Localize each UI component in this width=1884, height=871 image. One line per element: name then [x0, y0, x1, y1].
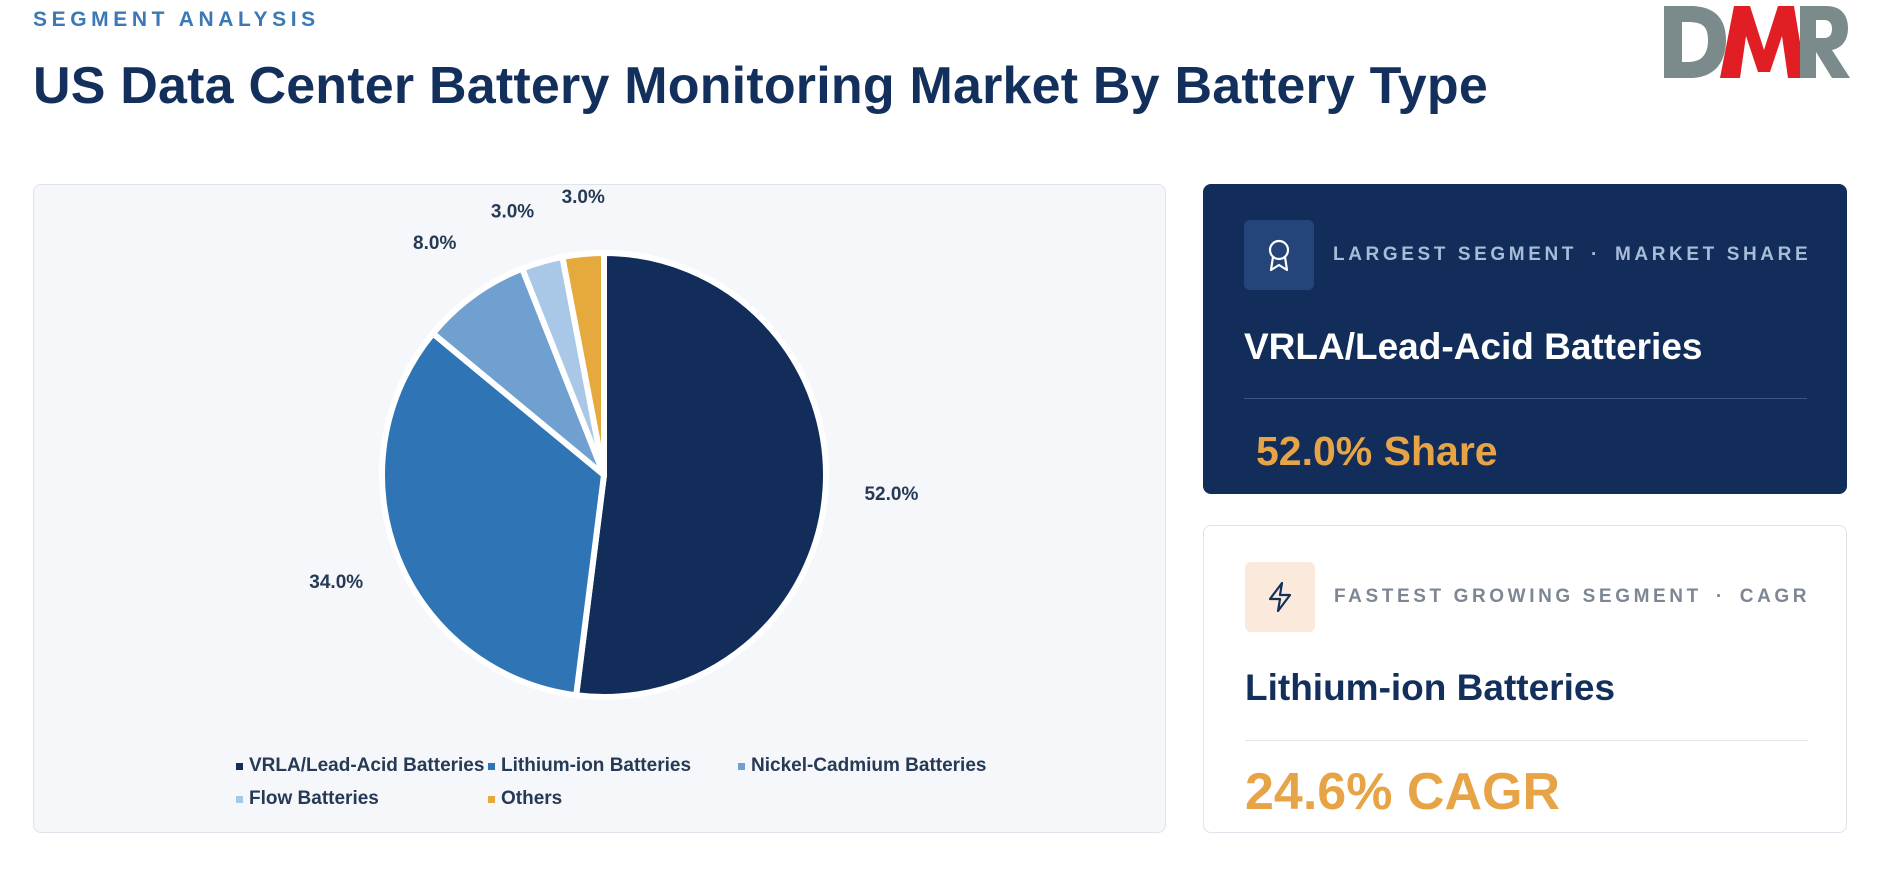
- legend-item-0: VRLA/Lead-Acid Batteries: [236, 755, 488, 777]
- pie-data-label-2: 8.0%: [413, 233, 456, 254]
- pie-data-label-3: 3.0%: [491, 201, 534, 222]
- lightning-icon-box: [1245, 562, 1315, 632]
- logo-letter-m: [1720, 6, 1806, 78]
- legend-label-1: Lithium-ion Batteries: [501, 755, 692, 776]
- legend-item-1: Lithium-ion Batteries: [488, 755, 738, 777]
- largest-card-divider: [1244, 398, 1807, 399]
- page-title: US Data Center Battery Monitoring Market…: [33, 57, 1488, 115]
- fastest-segment-name: Lithium-ion Batteries: [1245, 667, 1616, 708]
- chart-card: 52.0% 34.0% 8.0% 3.0% 3.0% VRLA/Lead-Acid Ba…: [33, 184, 1166, 833]
- largest-segment-label: LARGEST SEGMENT · MARKET SHARE: [1333, 244, 1812, 265]
- fastest-card-divider: [1245, 740, 1808, 741]
- largest-segment-name: VRLA/Lead-Acid Batteries: [1244, 326, 1703, 367]
- pie-slice-1: [379, 330, 607, 699]
- fastest-segment-label: FASTEST GROWING SEGMENT · CAGR: [1334, 586, 1811, 607]
- award-icon-box: [1244, 220, 1314, 290]
- award-icon: [1268, 239, 1290, 272]
- pie-slice-4: [559, 250, 607, 478]
- largest-segment-value: 52.0% Share: [1256, 428, 1498, 474]
- pie-chart: 52.0% 34.0% 8.0% 3.0% 3.0%: [309, 187, 918, 700]
- legend-item-4: Others: [488, 788, 738, 810]
- legend-label-2: Nickel-Cadmium Batteries: [751, 755, 987, 776]
- dmr-logo: [1660, 0, 1850, 89]
- legend-item-2: Nickel-Cadmium Batteries: [738, 755, 996, 777]
- legend-label-4: Others: [501, 788, 563, 809]
- legend-swatch-1: [488, 762, 495, 770]
- legend-swatch-3: [236, 795, 243, 803]
- pie-data-label-1: 34.0%: [309, 572, 363, 593]
- legend-swatch-2: [738, 762, 745, 770]
- pie-data-label-4: 3.0%: [562, 187, 605, 208]
- pie-data-label-0: 52.0%: [864, 484, 918, 505]
- section-eyebrow: SEGMENT ANALYSIS: [33, 8, 320, 31]
- legend-swatch-4: [488, 795, 495, 803]
- legend-label-3: Flow Batteries: [249, 788, 379, 809]
- legend-item-3: Flow Batteries: [236, 788, 488, 810]
- legend-label-0: VRLA/Lead-Acid Batteries: [249, 755, 485, 776]
- logo-letter-d: [1664, 6, 1726, 78]
- fastest-growing-card: FASTEST GROWING SEGMENT · CAGR Lithium-ion…: [1203, 525, 1847, 833]
- legend-swatch-0: [236, 762, 243, 770]
- logo-letter-r: [1800, 6, 1850, 78]
- pie-slice-0: [573, 250, 829, 700]
- fastest-segment-value: 24.6% CAGR: [1245, 763, 1560, 821]
- largest-segment-card: LARGEST SEGMENT · MARKET SHARE VRLA/Lead-A…: [1203, 184, 1847, 494]
- chart-legend: VRLA/Lead-Acid Batteries Lithium-ion Batt…: [236, 755, 996, 810]
- lightning-icon: [1268, 581, 1292, 613]
